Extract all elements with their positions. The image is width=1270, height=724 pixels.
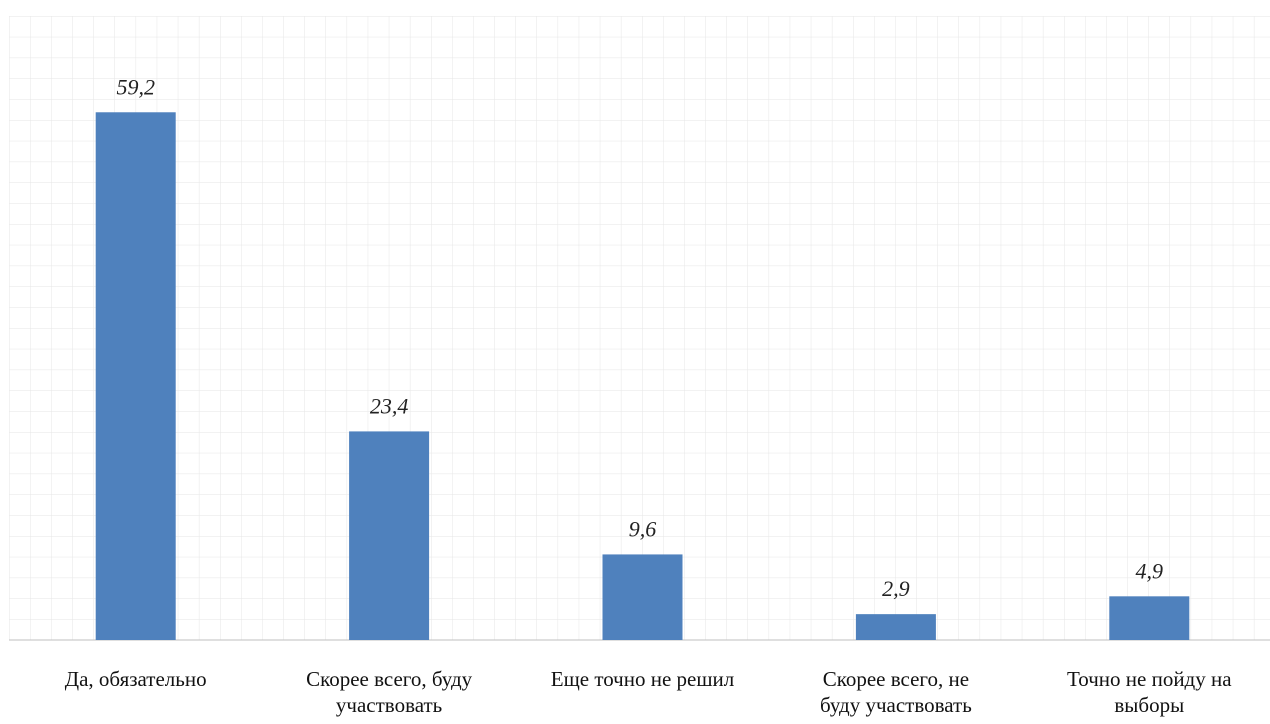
value-label: 4,9 — [1136, 558, 1164, 583]
x-tick-label: Да, обязательно — [64, 667, 207, 691]
x-tick-label: Скорее всего, не буду участвовать — [819, 667, 972, 717]
grid-background — [9, 16, 1270, 640]
bar — [95, 112, 176, 640]
x-tick-label: Еще точно не решил — [550, 667, 735, 691]
value-label: 59,2 — [116, 74, 155, 99]
bar — [1109, 596, 1190, 640]
value-label: 23,4 — [370, 393, 409, 418]
bar — [349, 431, 430, 640]
x-tick-label: Точно не пойду на выборы — [1067, 667, 1232, 717]
value-label: 2,9 — [882, 576, 910, 601]
bar — [855, 614, 936, 640]
bar — [602, 554, 683, 640]
value-label: 9,6 — [629, 516, 657, 541]
x-tick-label: Скорее всего, буду участвовать — [306, 667, 473, 717]
